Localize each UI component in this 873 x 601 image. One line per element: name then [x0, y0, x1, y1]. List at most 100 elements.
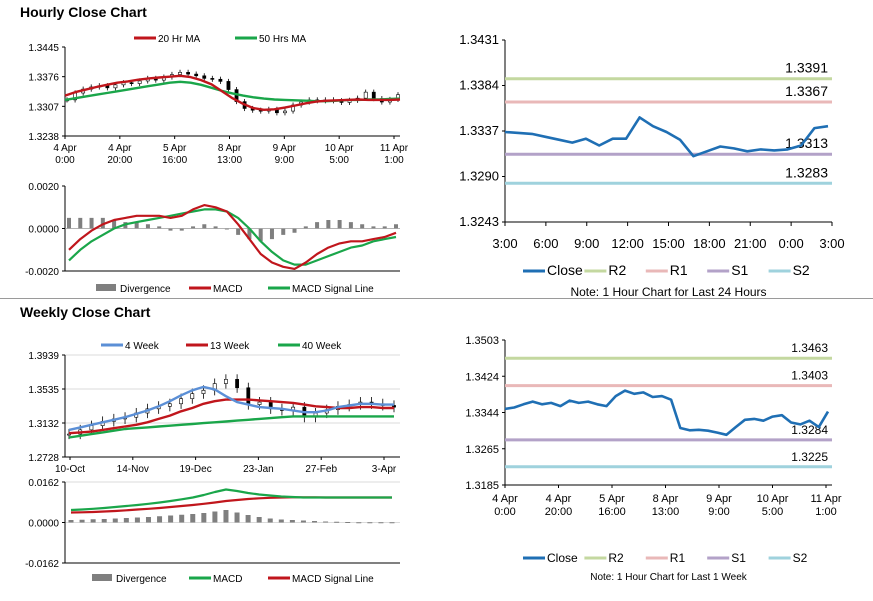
weekly-price-candle-body [268, 401, 273, 410]
weekly-price-ytick-label: 1.3535 [28, 385, 59, 396]
hourly-divergence-bar [191, 226, 196, 229]
weekly-macd-ytick-label: -0.0162 [25, 559, 59, 570]
weekly-price-xtick-label: 27-Feb [305, 464, 337, 475]
hourly-price-candle-body [153, 78, 158, 81]
weekly-price-candle-body [302, 406, 307, 418]
weekly-divergence-bar [123, 518, 129, 523]
hourly-price-candle-body [291, 104, 295, 112]
weekly-price-candle-body [89, 425, 94, 431]
hourly-price-xtick-time: 5:00 [329, 155, 349, 166]
hourly-price-ytick-label: 1.3307 [28, 102, 59, 113]
hourly-price-candle-body [250, 108, 255, 111]
weekly-price-candle-body [201, 389, 206, 394]
hourly-price-candle-body [81, 88, 86, 94]
hourly-divergence-bar [348, 222, 353, 229]
weekly-divergence-bar [345, 522, 351, 523]
hourly-24h-xtick-label: 0:00 [778, 236, 803, 251]
weekly-1w-legend-r2-label: R2 [608, 551, 624, 565]
weekly-1w-ytick-label: 1.3344 [465, 408, 499, 420]
weekly-1w-xtick-date: 5 Apr [599, 493, 625, 505]
weekly-price-candle-body [392, 405, 396, 408]
weekly-price-xtick-label: 23-Jan [243, 464, 274, 475]
hourly-price-candle-body [178, 72, 182, 75]
hourly-price-candle-body [379, 98, 384, 103]
weekly-legend-signal-label: MACD Signal Line [292, 574, 374, 585]
weekly-1w-close-line [504, 389, 830, 437]
weekly-1w-level-s1-label: 1.3284 [791, 423, 828, 437]
hourly-price-candle-body [170, 74, 174, 78]
weekly-40w-line [68, 415, 394, 439]
hourly-price-candle-body [105, 85, 110, 89]
hourly-price-candle-body [371, 91, 376, 99]
hourly-24h-ytick-label: 1.3290 [459, 169, 499, 184]
hourly-price-candle-body [218, 78, 223, 82]
hourly-macd-ytick-label: 0.0020 [28, 182, 59, 193]
hourly-price-xtick-date: 4 Apr [53, 143, 77, 154]
hourly-24h-legend-r2-label: R2 [608, 262, 626, 278]
hourly-24h-legend-close-label: Close [547, 262, 583, 278]
hourly-24h-xtick-label: 21:00 [734, 236, 767, 251]
hourly-divergence-bar [269, 228, 274, 240]
hourly-divergence-bar [100, 217, 105, 229]
hourly-24h-legend-s2-label: S2 [793, 262, 810, 278]
hourly-divergence-bar [78, 217, 83, 229]
weekly-1w-xtick-time: 0:00 [494, 506, 515, 518]
weekly-price-candle-body [369, 401, 374, 405]
weekly-1w-legend-r1-label: R1 [670, 551, 686, 565]
hourly-price-ytick-label: 1.3445 [28, 43, 59, 54]
hourly-divergence-bar [179, 228, 184, 231]
weekly-divergence-bar [212, 511, 218, 523]
weekly-divergence-bar [179, 514, 185, 523]
weekly-price-candle-body [324, 409, 329, 414]
hourly-price-candle-body [323, 99, 328, 102]
weekly-1w-xtick-time: 9:00 [708, 506, 729, 518]
weekly-4w-line [68, 385, 394, 432]
hourly-price-candle-body [89, 86, 94, 90]
weekly-legend-13w-label: 13 Week [210, 341, 250, 352]
hourly-24h-xtick-label: 3:00 [819, 236, 844, 251]
weekly-1w-xtick-date: 11 Apr [811, 493, 842, 505]
hourly-legend-ma50-label: 50 Hrs MA [259, 34, 307, 45]
hourly-24h-ytick-label: 1.3384 [459, 78, 499, 93]
weekly-price-candle-body [179, 398, 183, 405]
hourly-24h-xtick-label: 6:00 [533, 236, 558, 251]
weekly-1w-xtick-date: 10 Apr [757, 493, 789, 505]
hourly-divergence-bar [315, 222, 320, 229]
hourly-price-candle-body [121, 82, 126, 86]
weekly-macd-ytick-label: 0.0000 [28, 519, 59, 530]
weekly-1w-legend-s1-label: S1 [731, 551, 746, 565]
hourly-divergence-bar [326, 220, 331, 229]
weekly-divergence-bar [157, 516, 163, 523]
weekly-1w-level-s2-label: 1.3225 [791, 450, 828, 464]
hourly-legend-signal-label: MACD Signal Line [292, 284, 374, 295]
hourly-divergence-bar [394, 224, 398, 229]
hourly-24h-close-line [504, 116, 829, 158]
hourly-price-candle-body [307, 99, 312, 103]
hourly-divergence-bar [168, 228, 173, 231]
weekly-price-candle-body [280, 408, 284, 411]
weekly-price-candle-body [156, 405, 161, 410]
weekly-price-candle-body [235, 379, 240, 389]
hourly-24h-level-s2-label: 1.3283 [785, 164, 828, 180]
weekly-price-candle-body [100, 421, 105, 426]
hourly-24h-level-r1-label: 1.3367 [785, 83, 828, 99]
hourly-24h-xtick-label: 18:00 [693, 236, 726, 251]
weekly-1w-legend-s2-label: S2 [793, 551, 808, 565]
hourly-price-candle-body [266, 109, 271, 112]
weekly-1w-xtick-time: 5:00 [762, 506, 783, 518]
weekly-divergence-bar [312, 521, 318, 523]
hourly-price-xtick-time: 20:00 [107, 155, 132, 166]
weekly-price-candle-body [134, 412, 139, 418]
hourly-24h-level-s1-label: 1.3313 [785, 135, 828, 151]
weekly-1w-xtick-date: 9 Apr [706, 493, 732, 505]
weekly-1w-xtick-date: 4 Apr [492, 493, 518, 505]
weekly-divergence-bar [278, 519, 284, 523]
weekly-divergence-bar [378, 522, 384, 524]
weekly-price-candle-body [313, 412, 318, 418]
hourly-ma50-line [64, 80, 401, 103]
weekly-1w-xtick-date: 8 Apr [653, 493, 679, 505]
weekly-price-candle-body [212, 383, 217, 391]
weekly-1w-xtick-time: 16:00 [598, 506, 626, 518]
weekly-divergence-bar [134, 517, 140, 523]
section-divider [0, 298, 873, 299]
